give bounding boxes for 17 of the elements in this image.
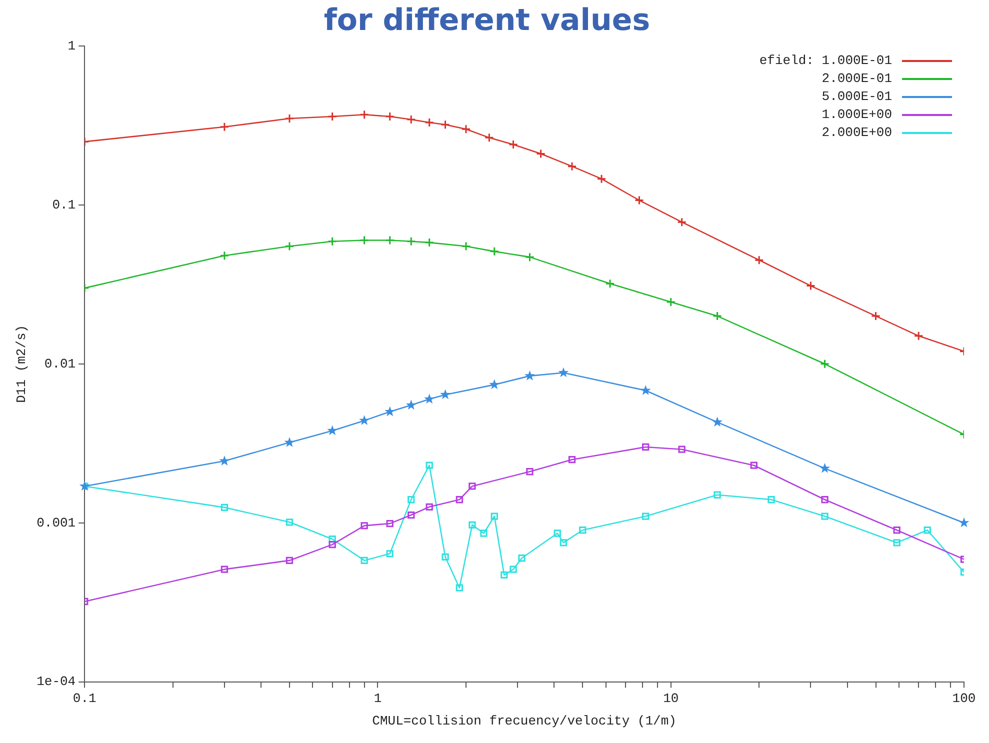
- legend-label: 1.000E+00: [822, 106, 892, 124]
- y-tick-label: 0.01: [44, 356, 76, 372]
- x-tick-label: 1: [374, 691, 382, 706]
- legend-label: 2.000E-01: [822, 70, 892, 88]
- text: efield: 1.000E-01: [759, 53, 892, 68]
- y-tick-label: 1: [68, 38, 76, 54]
- y-axis-title: D11 (m2/s): [14, 324, 30, 403]
- legend-label: 2.000E+00: [822, 124, 892, 142]
- x-tick-label: 10: [663, 691, 679, 706]
- x-tick-label: 100: [952, 691, 976, 706]
- y-tick-label: 0.1: [52, 197, 76, 212]
- x-tick-label: 0.1: [72, 691, 97, 706]
- legend-label: 5.000E-01: [822, 88, 892, 106]
- x-axis-title: CMUL=collision frecuency/velocity (1/m): [372, 714, 676, 729]
- y-tick-label: 0.001: [36, 515, 76, 530]
- chart-title: for different values: [324, 2, 650, 38]
- y-tick-label: 1e-04: [36, 674, 76, 690]
